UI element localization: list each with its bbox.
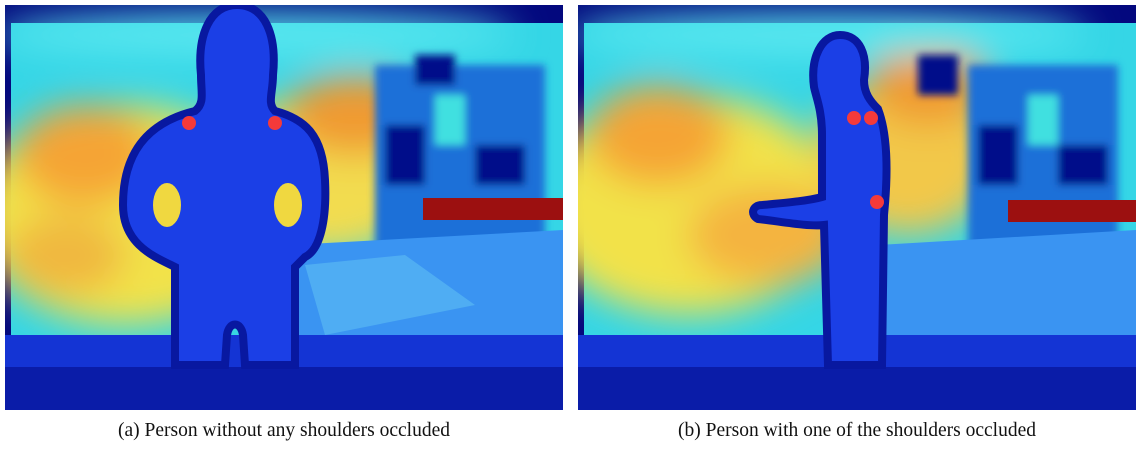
depth-region [918, 55, 958, 95]
page: (a) Person without any shoulders occlude… [0, 0, 1138, 453]
depth-region [415, 55, 455, 85]
depth-region [5, 215, 125, 295]
keypoint [268, 116, 282, 130]
depth-region [5, 367, 563, 410]
depth-region [385, 125, 425, 185]
depth-image-a [5, 5, 563, 410]
depth-image-b [578, 5, 1136, 410]
keypoint [182, 116, 196, 130]
gap [274, 183, 302, 227]
keypoint [864, 111, 878, 125]
depth-region [978, 125, 1018, 185]
gap [153, 183, 181, 227]
depth-region [1028, 95, 1058, 145]
depth-region [588, 85, 728, 185]
depth-region [1058, 145, 1108, 185]
keypoint [847, 111, 861, 125]
depth-region [578, 367, 1136, 410]
depth-region [1008, 200, 1136, 222]
depth-region [423, 198, 563, 220]
depth-region [435, 95, 465, 145]
depth-region [475, 145, 525, 185]
caption: (a) Person without any shoulders occlude… [0, 420, 568, 442]
caption: (b) Person with one of the shoulders occ… [573, 420, 1138, 442]
keypoint [870, 195, 884, 209]
